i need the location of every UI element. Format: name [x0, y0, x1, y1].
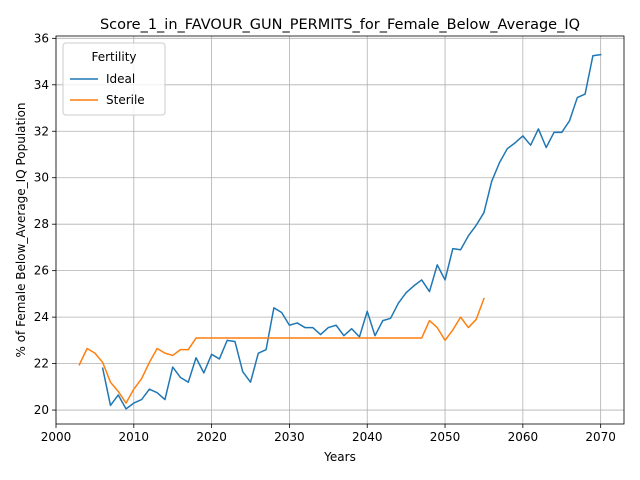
y-tick-label: 24	[34, 310, 49, 324]
legend-label-ideal: Ideal	[106, 72, 135, 86]
x-tick-label: 2020	[196, 430, 227, 444]
y-tick-label: 20	[34, 403, 49, 417]
x-tick-label: 2060	[508, 430, 539, 444]
y-tick-label: 34	[34, 78, 49, 92]
legend: Fertility Ideal Sterile	[62, 42, 166, 116]
y-tick-label: 28	[34, 217, 49, 231]
y-tick-label: 22	[34, 357, 49, 371]
y-tick-label: 32	[34, 124, 49, 138]
x-tick-label: 2010	[119, 430, 150, 444]
x-tick-label: 2000	[41, 430, 72, 444]
legend-title: Fertility	[91, 50, 136, 64]
plot-frame	[55, 35, 625, 425]
y-axis-label: % of Female Below_Average_IQ Population	[14, 102, 28, 357]
x-tick-label: 2050	[430, 430, 461, 444]
series-line-ideal	[101, 53, 602, 410]
x-tick-label: 2070	[585, 430, 616, 444]
series-lines	[78, 53, 602, 410]
x-tick-label: 2040	[352, 430, 383, 444]
y-tick-label: 30	[34, 171, 49, 185]
series-line-sterile	[78, 297, 485, 404]
x-axis-label: Years	[323, 450, 356, 464]
axis-ticks: 2000 2010 2020 2030 2040 2050 2060 2070 20 22 24 26…	[34, 31, 616, 444]
legend-box	[62, 42, 166, 116]
grid-lines	[55, 36, 624, 424]
legend-entries: Ideal Sterile	[70, 72, 145, 107]
legend-label-sterile: Sterile	[106, 93, 145, 107]
y-tick-label: 36	[34, 31, 49, 45]
y-tick-label: 26	[34, 264, 49, 278]
chart-title: Score_1_in_FAVOUR_GUN_PERMITS_for_Female…	[100, 17, 580, 33]
x-tick-label: 2030	[274, 430, 305, 444]
